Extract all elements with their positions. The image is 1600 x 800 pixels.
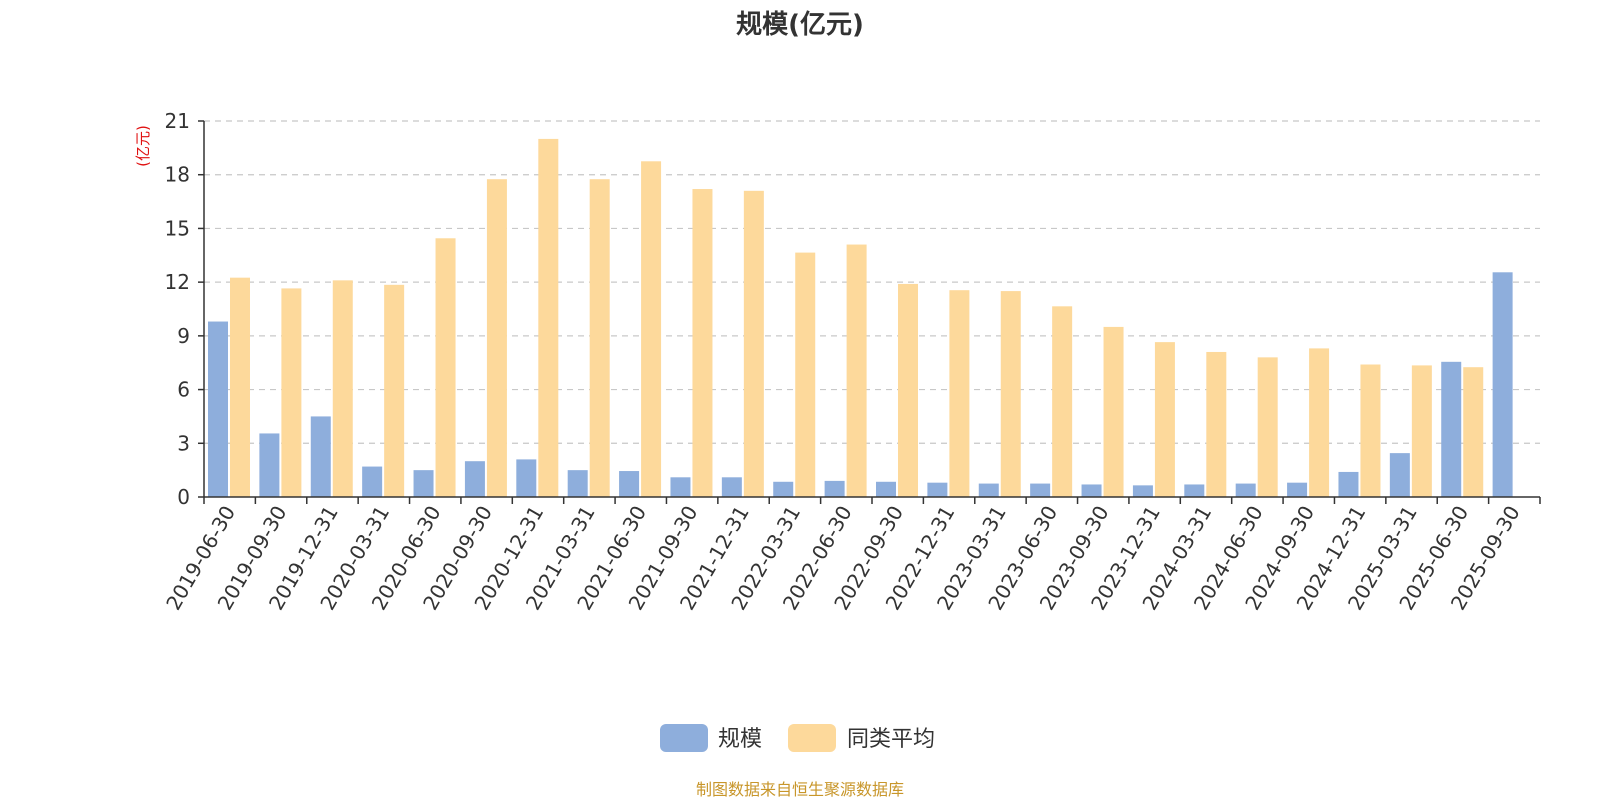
bar-peer-average[interactable] xyxy=(692,189,713,498)
bar-scale[interactable] xyxy=(1235,483,1256,497)
bar-peer-average[interactable] xyxy=(1052,306,1073,497)
bar-scale[interactable] xyxy=(1184,484,1205,497)
bar-scale[interactable] xyxy=(1081,484,1102,497)
bar-peer-average[interactable] xyxy=(486,179,507,497)
bar-peer-average[interactable] xyxy=(1411,365,1432,497)
bar-peer-average[interactable] xyxy=(1257,357,1278,497)
bar-scale[interactable] xyxy=(1441,361,1462,497)
legend-label-peer-average[interactable]: 同类平均 xyxy=(847,727,935,752)
bar-peer-average[interactable] xyxy=(898,283,918,497)
bar-peer-average[interactable] xyxy=(949,290,970,497)
bar-peer-average[interactable] xyxy=(332,280,353,497)
bar-scale[interactable] xyxy=(670,477,691,497)
bar-peer-average[interactable] xyxy=(1103,326,1124,497)
bar-peer-average[interactable] xyxy=(1206,351,1227,497)
bar-scale[interactable] xyxy=(1492,272,1513,497)
y-tick-label: 6 xyxy=(177,378,190,402)
bar-scale[interactable] xyxy=(362,466,383,497)
y-tick-label: 21 xyxy=(165,109,190,133)
bar-scale[interactable] xyxy=(259,433,280,497)
bar-peer-average[interactable] xyxy=(743,190,764,498)
bar-peer-average[interactable] xyxy=(589,179,610,497)
bar-scale[interactable] xyxy=(1132,485,1153,497)
y-tick-label: 15 xyxy=(165,216,190,240)
bar-peer-average[interactable] xyxy=(1463,367,1484,497)
bar-scale[interactable] xyxy=(773,481,794,497)
bar-peer-average[interactable] xyxy=(1154,342,1175,497)
bar-scale[interactable] xyxy=(978,483,999,497)
bar-scale[interactable] xyxy=(516,459,537,497)
bar-scale[interactable] xyxy=(208,321,228,497)
data-source-note: 制图数据来自恒生聚源数据库 xyxy=(696,780,904,799)
legend-swatch-scale[interactable] xyxy=(660,724,708,752)
chart-title: 规模(亿元) xyxy=(736,10,864,40)
bar-scale[interactable] xyxy=(464,461,485,497)
gridlines xyxy=(204,120,1540,444)
bar-scale[interactable] xyxy=(310,416,331,497)
bar-scale[interactable] xyxy=(824,480,845,497)
bar-scale[interactable] xyxy=(927,482,948,497)
bar-peer-average[interactable] xyxy=(795,252,816,497)
bar-peer-average[interactable] xyxy=(384,284,405,497)
y-tick-label: 3 xyxy=(177,431,190,455)
bar-scale[interactable] xyxy=(413,470,434,497)
bar-scale[interactable] xyxy=(876,481,896,497)
bar-peer-average[interactable] xyxy=(1000,291,1021,497)
y-tick-label: 0 xyxy=(177,485,190,509)
bar-peer-average[interactable] xyxy=(846,244,867,497)
y-tick-label: 9 xyxy=(177,324,190,348)
bar-scale[interactable] xyxy=(1030,483,1051,497)
y-axis-unit-label: (亿元) xyxy=(134,125,152,167)
bar-scale[interactable] xyxy=(567,470,588,497)
bar-peer-average[interactable] xyxy=(538,138,559,497)
bar-peer-average[interactable] xyxy=(230,277,250,497)
y-tick-label: 12 xyxy=(165,270,190,294)
bar-scale[interactable] xyxy=(1338,471,1359,497)
legend[interactable]: 规模 同类平均 xyxy=(660,724,935,752)
bar-scale[interactable] xyxy=(1389,453,1410,497)
y-tick-label: 18 xyxy=(165,163,190,187)
bars xyxy=(208,138,1513,498)
bar-scale[interactable] xyxy=(1287,482,1308,497)
bar-scale[interactable] xyxy=(721,477,742,497)
legend-label-scale[interactable]: 规模 xyxy=(718,727,762,752)
bar-scale[interactable] xyxy=(619,471,640,497)
legend-swatch-peer-average[interactable] xyxy=(788,724,836,752)
bar-peer-average[interactable] xyxy=(1309,348,1330,497)
bar-peer-average[interactable] xyxy=(281,288,302,497)
bar-peer-average[interactable] xyxy=(641,161,662,498)
bar-peer-average[interactable] xyxy=(435,238,456,497)
bar-peer-average[interactable] xyxy=(1360,364,1381,497)
